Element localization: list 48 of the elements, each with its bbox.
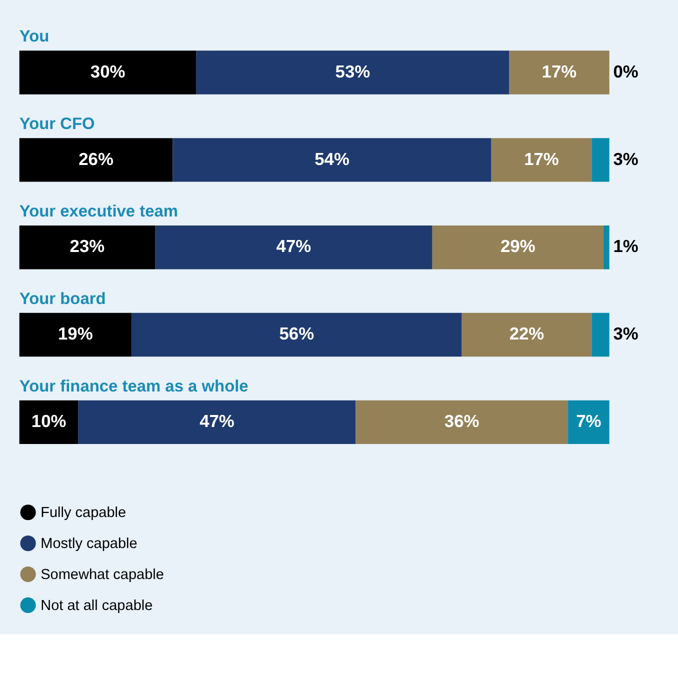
data-label: 29%	[500, 236, 536, 256]
bar	[19, 138, 173, 182]
data-label: 47%	[200, 411, 234, 432]
data-label: 54%	[314, 148, 350, 169]
data-label: 10%	[31, 411, 66, 432]
bar	[568, 400, 610, 444]
bar	[603, 226, 610, 270]
data-label: 36%	[444, 411, 480, 432]
data-label: 3%	[613, 324, 638, 344]
bar	[19, 400, 78, 444]
y-tick-label: Your board	[19, 290, 106, 308]
y-tick-label: Your CFO	[19, 114, 96, 133]
bar	[19, 226, 156, 270]
data-label: 17%	[524, 148, 559, 169]
data-label: 7%	[576, 411, 602, 432]
y-tick-label: Your executive team	[19, 202, 178, 220]
bar	[491, 138, 592, 182]
legend-label: Somewhat capable	[40, 567, 164, 584]
bar	[432, 226, 604, 270]
bar	[196, 50, 510, 94]
data-label: 26%	[78, 148, 114, 169]
bar	[172, 138, 492, 182]
legend-label: Mostly capable	[40, 536, 138, 552]
y-tick-label: Your finance team as a whole	[19, 377, 248, 396]
data-label: 47%	[276, 236, 312, 256]
bar	[19, 50, 196, 94]
bar	[509, 50, 610, 94]
data-label: 30%	[90, 61, 126, 82]
data-label: 3%	[613, 148, 638, 169]
bar	[462, 312, 592, 357]
bar	[131, 312, 462, 357]
bar	[356, 400, 568, 444]
legend-label: Fully capable	[40, 505, 126, 522]
legend-label: Not at all capable	[40, 598, 153, 614]
data-label: 0%	[613, 61, 638, 82]
data-label: 23%	[70, 236, 105, 256]
y-tick-label: You	[19, 28, 50, 46]
data-label: 1%	[613, 236, 638, 256]
data-label: 17%	[542, 61, 577, 82]
bar	[78, 400, 356, 444]
data-label: 19%	[58, 324, 93, 344]
bar	[155, 226, 432, 270]
data-label: 56%	[279, 324, 314, 344]
bar	[592, 138, 610, 182]
bar	[19, 312, 132, 357]
data-label: 22%	[509, 324, 544, 344]
data-label: 53%	[335, 61, 370, 82]
bar	[592, 312, 610, 357]
